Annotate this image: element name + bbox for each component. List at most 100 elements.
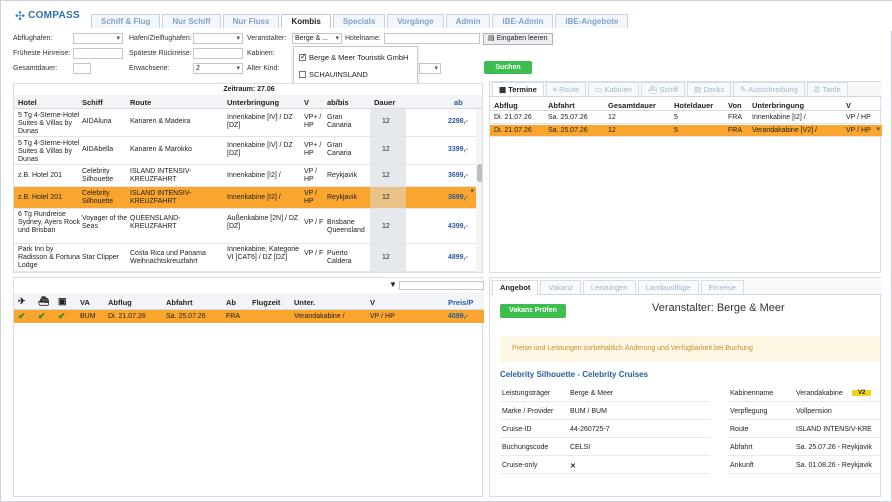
tab-kabinen[interactable]: ▭ Kabinen bbox=[588, 82, 639, 96]
cell-price[interactable]: 3399,- bbox=[448, 146, 468, 153]
vakanz-pruefen-button[interactable]: Vakanz Prüfen bbox=[500, 304, 566, 318]
col-von[interactable]: Von bbox=[728, 101, 742, 110]
tab-schiff[interactable]: ⛴ Schiff bbox=[640, 82, 686, 96]
clear-inputs-label: Eingaben leeren bbox=[496, 35, 548, 42]
termine-row[interactable]: Di. 21.07.26 Sa. 25.07.26 12 5 FRA Innen… bbox=[490, 112, 882, 124]
frueheste-input[interactable] bbox=[73, 48, 123, 59]
dropdown-item-berge-meer[interactable]: Berge & Meer Touristik GmbH bbox=[299, 52, 408, 62]
spaeteste-input[interactable] bbox=[193, 48, 243, 59]
cell-price[interactable]: 4899,- bbox=[448, 254, 468, 261]
search-button[interactable]: Suchen bbox=[484, 61, 532, 74]
offer-filter-input[interactable] bbox=[399, 281, 484, 290]
tab-tarife[interactable]: ☰ Tarife bbox=[806, 82, 848, 96]
table-row[interactable]: 5 Tg 4-Sterne-Hotel Suites & Villas by D… bbox=[14, 109, 476, 137]
col-abbis[interactable]: ab/bis bbox=[327, 98, 349, 107]
col-unterbringung[interactable]: Unterbringung bbox=[752, 101, 805, 110]
table-row[interactable]: 6 Tg Rundreise Sydney, Ayers Rock und Br… bbox=[14, 209, 476, 244]
col-ab[interactable]: ab bbox=[454, 98, 463, 107]
spaeteste-label: Späteste Rückreise: bbox=[129, 50, 192, 57]
veranstalter-select[interactable]: Berge & ... bbox=[292, 33, 342, 44]
detail-row: Cruise-ID 44-260725-7 bbox=[500, 422, 710, 438]
veranstalter-label: Veranstalter: bbox=[247, 35, 287, 42]
abflughafen-select[interactable] bbox=[73, 33, 123, 44]
col-hoteldauer[interactable]: Hoteldauer bbox=[674, 101, 714, 110]
tab-kombis[interactable]: Kombis bbox=[281, 14, 331, 28]
gesamtdauer-input[interactable] bbox=[73, 63, 91, 74]
tab-leistungen[interactable]: Leistungen bbox=[582, 280, 636, 295]
detail-row: Route ISLAND INTENSIV-KRE bbox=[728, 422, 881, 438]
tab-ausschreibung[interactable]: ✎ Ausschreibung bbox=[733, 82, 805, 96]
col-abflug[interactable]: Abflug bbox=[108, 298, 132, 307]
tab-ibe-angebote[interactable]: IBE-Angebote bbox=[555, 14, 629, 28]
col-va[interactable]: VA bbox=[80, 298, 90, 307]
clear-inputs-button[interactable]: ▤ Eingaben leeren bbox=[483, 33, 553, 45]
cell-abbis: Gran Canaria bbox=[327, 114, 352, 129]
col-unterbringung[interactable]: Unterbringung bbox=[227, 98, 280, 107]
col-abfahrt[interactable]: Abfahrt bbox=[166, 298, 193, 307]
hafen-select[interactable] bbox=[193, 33, 243, 44]
checkbox-checked-icon[interactable] bbox=[299, 52, 307, 61]
tab-specials[interactable]: Specials bbox=[332, 14, 386, 28]
cell-unterbringung: Innenkabine [I2] / bbox=[227, 172, 281, 179]
tab-nur-fluss[interactable]: Nur Fluss bbox=[222, 14, 280, 28]
cell-schiff: Celebrity Silhouette bbox=[82, 190, 114, 205]
tab-schiff-flug[interactable]: Schiff & Flug bbox=[91, 14, 161, 28]
results-scrollbar[interactable] bbox=[476, 109, 482, 272]
table-row-selected[interactable]: z.B. Hotel 201 Celebrity Silhouette ISLA… bbox=[14, 187, 476, 209]
detail-value: CELSI bbox=[570, 444, 591, 451]
cell-abflug: Di. 21.07.26 bbox=[108, 313, 146, 320]
col-v[interactable]: V bbox=[370, 298, 376, 307]
table-row[interactable]: Park Inn by Radisson & Fortuna Lodge Sta… bbox=[14, 244, 476, 272]
col-abflug[interactable]: Abflug bbox=[494, 101, 518, 110]
tab-termine[interactable]: ▦ Termine bbox=[492, 82, 544, 96]
col-flugzeit[interactable]: Flugzeit bbox=[252, 298, 281, 307]
col-v[interactable]: V bbox=[846, 101, 852, 110]
col-ab[interactable]: Ab bbox=[226, 298, 236, 307]
col-abfahrt[interactable]: Abfahrt bbox=[548, 101, 575, 110]
col-schiff[interactable]: Schiff bbox=[82, 98, 103, 107]
tab-label: Schiff bbox=[659, 85, 679, 94]
col-v[interactable]: V bbox=[304, 98, 310, 107]
logo[interactable]: ✣ COMPASS bbox=[15, 10, 80, 22]
cell-price[interactable]: 2298,- bbox=[448, 118, 468, 125]
cell-abfahrt: Sa. 25.07.26 bbox=[166, 313, 206, 320]
scroll-thumb[interactable] bbox=[477, 164, 482, 182]
tab-einreise[interactable]: Einreise bbox=[700, 280, 744, 295]
tab-vorgaenge[interactable]: Vorgänge bbox=[387, 14, 444, 28]
cell-abflug: Di. 21.07.26 bbox=[494, 114, 532, 121]
tab-admin[interactable]: Admin bbox=[445, 14, 491, 28]
tab-vakanz[interactable]: Vakanz bbox=[540, 280, 581, 295]
detail-key: Route bbox=[730, 426, 749, 433]
col-dauer[interactable]: Dauer bbox=[374, 98, 396, 107]
tab-decks[interactable]: ▤ Decks bbox=[687, 82, 732, 96]
table-row[interactable]: 5 Tg 4-Sterne-Hotel Suites & Villas by D… bbox=[14, 137, 476, 165]
tab-landausfluege[interactable]: Landausflüge bbox=[637, 280, 699, 295]
col-hotel[interactable]: Hotel bbox=[18, 98, 37, 107]
cell-unterbringung: Außenkabine [2N] / DZ [DZ] bbox=[227, 215, 299, 230]
tab-ibe-admin[interactable]: IBE-Admin bbox=[492, 14, 554, 28]
cell-unter: Verandakabine / bbox=[294, 313, 345, 320]
cell-price[interactable]: 3699,- bbox=[448, 172, 468, 179]
calendar-icon: ▦ bbox=[499, 85, 507, 94]
col-preis[interactable]: Preis/P bbox=[448, 298, 474, 307]
cell-price[interactable]: 4399,- bbox=[448, 223, 468, 230]
table-row[interactable]: z.B. Hotel 201 Celebrity Silhouette ISLA… bbox=[14, 165, 476, 187]
alter-kind-select[interactable] bbox=[419, 63, 441, 74]
detail-key: Marke / Provider bbox=[502, 408, 554, 415]
hotelname-input[interactable] bbox=[384, 33, 480, 44]
erwachsene-select[interactable]: 2 bbox=[193, 63, 243, 74]
cell-abbis: Gran Canaria bbox=[327, 142, 352, 157]
offer-row-selected[interactable]: ✔ ✔ ✔ BUM Di. 21.07.26 Sa. 25.07.26 FRA … bbox=[14, 310, 484, 323]
tab-angebot[interactable]: Angebot bbox=[492, 280, 539, 295]
tab-route[interactable]: ⌖ Route bbox=[545, 82, 587, 96]
col-route[interactable]: Route bbox=[130, 98, 152, 107]
dropdown-item-schauinsland[interactable]: SCHAUINSLAND bbox=[299, 70, 368, 79]
tab-nur-schiff[interactable]: Nur Schiff bbox=[162, 14, 221, 28]
cell-price[interactable]: 3699,- bbox=[448, 194, 468, 201]
cell-preis[interactable]: 4099,- bbox=[448, 313, 468, 320]
col-unter[interactable]: Unter. bbox=[294, 298, 316, 307]
termine-row-selected[interactable]: Di. 21.07.26 Sa. 25.07.26 12 5 FRA Veran… bbox=[490, 125, 882, 137]
checkbox-unchecked-icon[interactable] bbox=[299, 71, 306, 78]
col-gesamtdauer[interactable]: Gesamtdauer bbox=[608, 101, 656, 110]
